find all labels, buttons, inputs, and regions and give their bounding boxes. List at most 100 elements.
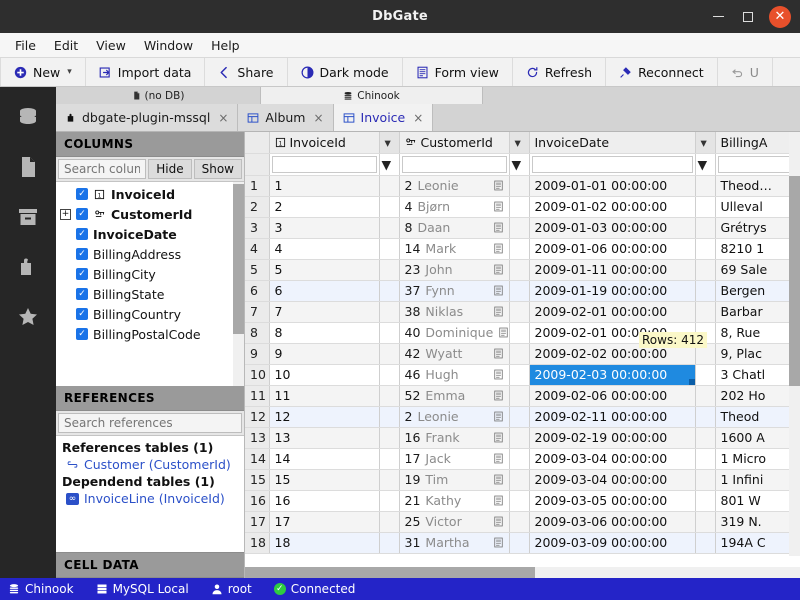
row-number-cell[interactable]: 13	[245, 427, 270, 449]
cell-billingaddress[interactable]: Theod	[715, 406, 800, 428]
cell-customerid[interactable]: 40 Dominique	[399, 322, 510, 344]
table-row[interactable]: 13 13 16 Frank 2009-02-19 00:00:00 1600 A	[245, 427, 800, 449]
column-checkbox[interactable]: ✓	[76, 328, 88, 340]
expand-row-icon[interactable]	[493, 201, 504, 212]
filter-cell-customerid[interactable]	[399, 153, 510, 176]
toolbar-dark-mode-button[interactable]: Dark mode	[288, 58, 403, 86]
cell-customerid[interactable]: 46 Hugh	[399, 364, 510, 386]
expand-row-icon[interactable]	[493, 222, 504, 233]
cell-customerid[interactable]: 31 Martha	[399, 532, 510, 554]
column-item-billingcountry[interactable]: ✓ BillingCountry	[56, 304, 244, 324]
status-user[interactable]: root	[211, 582, 264, 596]
column-checkbox[interactable]: ✓	[76, 248, 88, 260]
cell-billingaddress[interactable]: 1 Micro	[715, 448, 800, 470]
cell-customerid[interactable]: 19 Tim	[399, 469, 510, 491]
grid-vertical-scrollbar-thumb[interactable]	[789, 176, 800, 386]
minimize-button[interactable]	[703, 4, 733, 30]
toolbar-import-data-button[interactable]: Import data	[86, 58, 206, 86]
cell-invoiceid[interactable]: 6	[269, 280, 380, 302]
grid-horizontal-scrollbar[interactable]	[245, 567, 800, 578]
cell-customerid[interactable]: 16 Frank	[399, 427, 510, 449]
cell-invoiceid[interactable]: 14	[269, 448, 380, 470]
expand-row-icon[interactable]	[493, 180, 504, 191]
cell-invoicedate[interactable]: 2009-01-02 00:00:00	[529, 196, 696, 218]
table-row[interactable]: 10 10 46 Hugh 2009-02-03 00:00:00 3 Chatl	[245, 364, 800, 386]
column-item-invoicedate[interactable]: ✓ InvoiceDate	[56, 224, 244, 244]
column-checkbox[interactable]: ✓	[76, 288, 88, 300]
status-database[interactable]: Chinook	[8, 582, 86, 596]
search-references-input[interactable]	[58, 413, 242, 433]
cell-customerid[interactable]: 8 Daan	[399, 217, 510, 239]
row-number-cell[interactable]: 9	[245, 343, 270, 365]
show-columns-button[interactable]: Show	[193, 159, 242, 179]
column-item-billingaddress[interactable]: ✓ BillingAddress	[56, 244, 244, 264]
reference-link-customer[interactable]: Customer (CustomerId)	[62, 456, 238, 473]
cell-invoicedate[interactable]: 2009-03-04 00:00:00	[529, 469, 696, 491]
cell-customerid[interactable]: 21 Kathy	[399, 490, 510, 512]
cell-invoiceid[interactable]: 10	[269, 364, 380, 386]
db-tab-no-db[interactable]: (no DB)	[56, 87, 261, 104]
grid-vertical-scrollbar[interactable]	[789, 132, 800, 556]
cell-invoicedate[interactable]: 2009-03-04 00:00:00	[529, 448, 696, 470]
close-icon[interactable]: ✕	[769, 5, 791, 28]
row-number-cell[interactable]: 14	[245, 448, 270, 470]
expand-row-icon[interactable]	[493, 306, 504, 317]
toolbar-undo-button[interactable]: U	[718, 58, 773, 86]
filter-input-invoicedate[interactable]	[531, 155, 693, 173]
toolbar-share-button[interactable]: Share	[205, 58, 288, 86]
cell-billingaddress[interactable]: 3 Chatl	[715, 364, 800, 386]
cell-customerid[interactable]: 17 Jack	[399, 448, 510, 470]
expand-row-icon[interactable]	[493, 474, 504, 485]
cell-billingaddress[interactable]: 319 N.	[715, 511, 800, 533]
cell-invoiceid[interactable]: 5	[269, 259, 380, 281]
cell-billingaddress[interactable]: Grétrys	[715, 217, 800, 239]
cell-customerid[interactable]: 4 Bjørn	[399, 196, 510, 218]
table-row[interactable]: 1 1 2 Leonie 2009-01-01 00:00:00 Theod…	[245, 175, 800, 197]
menu-edit[interactable]: Edit	[53, 37, 79, 53]
database-icon[interactable]	[14, 103, 42, 131]
column-checkbox[interactable]: ✓	[76, 188, 88, 200]
file-icon[interactable]	[14, 153, 42, 181]
cell-invoicedate[interactable]: 2009-02-11 00:00:00	[529, 406, 696, 428]
columns-scrollbar-thumb[interactable]	[233, 184, 244, 334]
cell-customerid[interactable]: 23 John	[399, 259, 510, 281]
table-row[interactable]: 5 5 23 John 2009-01-11 00:00:00 69 Sale	[245, 259, 800, 281]
row-number-cell[interactable]: 2	[245, 196, 270, 218]
cell-invoiceid[interactable]: 7	[269, 301, 380, 323]
filter-icon[interactable]: ▼	[379, 153, 400, 176]
column-item-billingcity[interactable]: ✓ BillingCity	[56, 264, 244, 284]
cell-invoicedate[interactable]: 2009-02-19 00:00:00	[529, 427, 696, 449]
expand-row-icon[interactable]	[493, 390, 504, 401]
expand-row-icon[interactable]	[493, 411, 504, 422]
expand-row-icon[interactable]	[498, 327, 508, 338]
expand-row-icon[interactable]	[493, 453, 504, 464]
filter-input-customerid[interactable]	[401, 155, 507, 173]
column-checkbox[interactable]: ✓	[76, 228, 88, 240]
menu-file[interactable]: File	[15, 37, 36, 53]
cell-invoicedate[interactable]: 2009-03-06 00:00:00	[529, 511, 696, 533]
menu-window[interactable]: Window	[143, 37, 194, 53]
expand-row-icon[interactable]	[493, 369, 504, 380]
cell-billingaddress[interactable]: Barbar	[715, 301, 800, 323]
row-number-cell[interactable]: 12	[245, 406, 270, 428]
status-connection[interactable]: ✓ Connected	[273, 582, 368, 596]
expand-row-icon[interactable]	[493, 516, 504, 527]
row-number-cell[interactable]: 17	[245, 511, 270, 533]
status-server[interactable]: MySQL Local	[96, 582, 201, 596]
column-menu-customerid[interactable]: ▾	[509, 132, 530, 154]
column-menu-invoiceid[interactable]: ▾	[379, 132, 400, 154]
plugin-icon[interactable]	[14, 253, 42, 281]
column-checkbox[interactable]: ✓	[76, 308, 88, 320]
cell-billingaddress[interactable]: 202 Ho	[715, 385, 800, 407]
close-icon[interactable]: ×	[218, 110, 229, 125]
cell-invoicedate[interactable]: 2009-01-19 00:00:00	[529, 280, 696, 302]
cell-invoiceid[interactable]: 2	[269, 196, 380, 218]
expand-row-icon[interactable]	[493, 264, 504, 275]
cell-customerid[interactable]: 25 Victor	[399, 511, 510, 533]
table-row[interactable]: 2 2 4 Bjørn 2009-01-02 00:00:00 Ulleval	[245, 196, 800, 218]
column-header-billingaddress[interactable]: BillingA	[715, 132, 800, 154]
expand-row-icon[interactable]	[493, 348, 504, 359]
cell-billingaddress[interactable]: 8210 1	[715, 238, 800, 260]
cell-billingaddress[interactable]: 194A C	[715, 532, 800, 554]
filter-cell-billingaddress[interactable]	[715, 153, 800, 176]
